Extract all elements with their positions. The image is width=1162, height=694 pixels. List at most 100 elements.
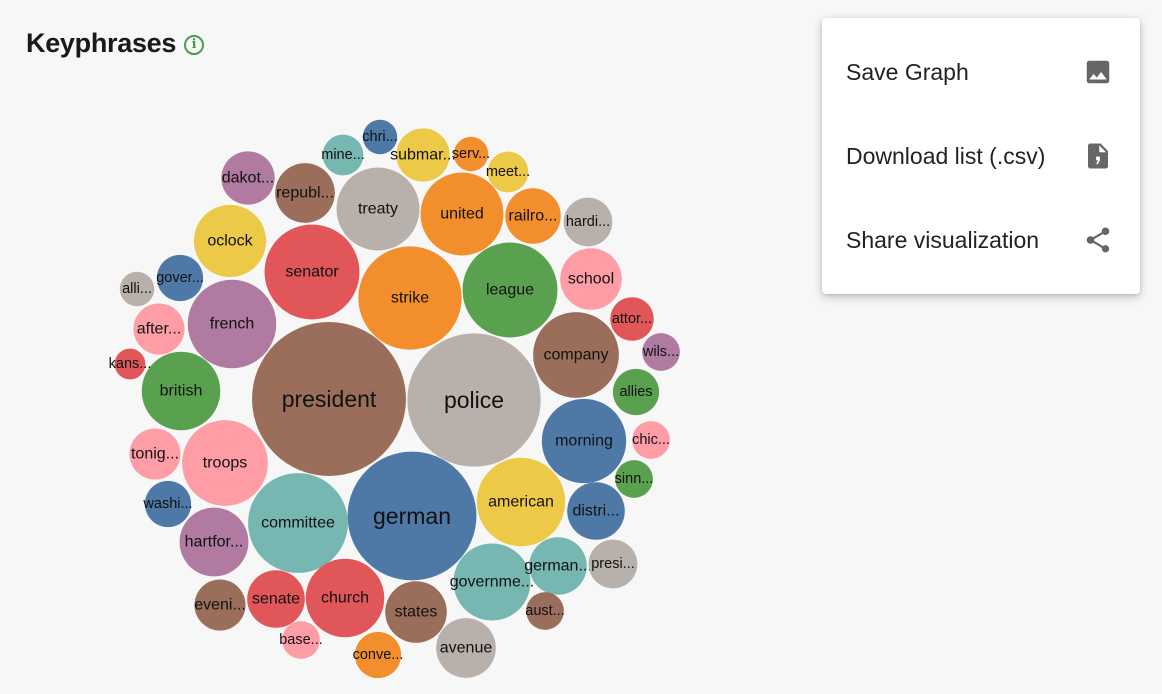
bubble-27-label: submar... <box>390 147 456 164</box>
bubble-18[interactable] <box>179 507 249 577</box>
bubble-36[interactable] <box>156 254 204 302</box>
bubble-33[interactable] <box>144 480 192 528</box>
bubble-23[interactable] <box>560 248 622 310</box>
share-visualization-label: Share visualization <box>846 226 1040 253</box>
bubble-31[interactable] <box>588 539 638 589</box>
bubble-44-label: sinn... <box>615 471 654 487</box>
bubble-15-label: treaty <box>358 201 398 218</box>
bubble-9-label: church <box>321 590 369 607</box>
bubble-17-label: oclock <box>207 233 253 250</box>
chart-title-area: Keyphrases i <box>26 28 205 59</box>
bubble-40[interactable] <box>322 134 364 176</box>
bubble-49[interactable] <box>453 136 489 172</box>
bubble-43[interactable] <box>632 421 670 459</box>
bubble-20[interactable] <box>436 618 496 678</box>
bubble-5-label: senator <box>285 264 339 281</box>
bubble-40-label: mine... <box>321 147 365 163</box>
bubble-chart: president police german strike league senator… <box>109 119 680 679</box>
bubble-13-label: morning <box>555 433 613 450</box>
bubble-37-label: conve... <box>353 647 404 663</box>
bubble-22[interactable] <box>275 163 335 223</box>
bubble-45-label: base... <box>279 632 323 648</box>
bubble-0-label: president <box>282 386 377 412</box>
bubble-15[interactable] <box>336 167 420 251</box>
bubble-44[interactable] <box>615 460 653 498</box>
download-csv-menu-item[interactable]: Download list (.csv) <box>822 114 1140 198</box>
bubble-11-label: united <box>440 206 484 223</box>
bubble-4[interactable] <box>462 242 558 338</box>
bubble-39-label: aust... <box>525 603 565 619</box>
bubble-19-label: states <box>395 604 438 621</box>
bubble-7[interactable] <box>248 473 348 573</box>
bubble-8-label: american <box>488 494 554 511</box>
bubble-8[interactable] <box>476 457 566 547</box>
bubble-21[interactable] <box>247 570 305 628</box>
bubble-30-label: allies <box>619 384 652 400</box>
bubble-32-label: eveni... <box>194 597 246 614</box>
export-menu: Save Graph Download list (.csv) Share vi… <box>822 18 1140 294</box>
bubble-13[interactable] <box>541 398 627 484</box>
bubble-47[interactable] <box>114 348 146 380</box>
info-icon[interactable]: i <box>184 34 205 55</box>
bubble-25[interactable] <box>529 537 587 595</box>
bubble-35[interactable] <box>133 303 185 355</box>
bubble-7-label: committee <box>261 515 335 532</box>
bubble-41-label: meet... <box>486 164 530 180</box>
bubble-42-label: wils... <box>642 344 679 360</box>
bubble-31-label: presi... <box>591 556 635 572</box>
bubble-3-label: strike <box>391 290 429 307</box>
bubble-12[interactable] <box>533 312 619 398</box>
bubble-9[interactable] <box>305 558 385 638</box>
page-title: Keyphrases <box>26 28 177 58</box>
bubble-5[interactable] <box>264 224 360 320</box>
save-graph-menu-item[interactable]: Save Graph <box>822 30 1140 114</box>
bubble-26-label: dakot... <box>222 170 274 187</box>
bubble-24[interactable] <box>567 482 625 540</box>
bubble-24-label: distri... <box>572 503 619 520</box>
bubble-6-label: french <box>210 316 254 333</box>
bubble-26[interactable] <box>221 151 275 205</box>
bubble-1[interactable] <box>407 333 541 467</box>
bubble-45[interactable] <box>282 621 320 659</box>
bubble-48[interactable] <box>362 119 398 155</box>
bubble-27[interactable] <box>396 128 450 182</box>
bubble-39[interactable] <box>526 592 564 630</box>
bubble-0[interactable] <box>252 322 406 476</box>
bubble-34[interactable] <box>129 428 181 480</box>
bubble-28-label: railro... <box>509 208 558 225</box>
save-graph-label: Save Graph <box>846 58 969 85</box>
bubble-11[interactable] <box>420 172 504 256</box>
bubble-37[interactable] <box>354 631 402 679</box>
bubble-19[interactable] <box>385 581 447 643</box>
bubble-1-label: police <box>444 387 504 413</box>
bubble-4-label: league <box>486 282 534 299</box>
bubble-25-label: german... <box>524 558 592 575</box>
bubble-17[interactable] <box>193 204 267 278</box>
bubble-41[interactable] <box>487 151 529 193</box>
bubble-10[interactable] <box>182 420 268 506</box>
bubble-12-label: company <box>544 347 609 364</box>
bubble-32[interactable] <box>194 579 246 631</box>
share-visualization-menu-item[interactable]: Share visualization <box>822 198 1140 282</box>
bubble-2-label: german <box>373 503 451 529</box>
bubble-10-label: troops <box>203 455 247 472</box>
bubble-3[interactable] <box>358 246 462 350</box>
bubble-46[interactable] <box>119 271 155 307</box>
image-icon <box>1082 56 1114 88</box>
bubble-18-label: hartfor... <box>185 534 244 551</box>
bubble-6[interactable] <box>187 279 277 369</box>
bubble-47-label: kans... <box>109 356 152 372</box>
bubble-30[interactable] <box>612 368 660 416</box>
bubble-16[interactable] <box>141 351 221 431</box>
bubble-35-label: after... <box>137 321 181 338</box>
bubble-22-label: republ... <box>276 185 334 202</box>
bubble-38[interactable] <box>610 297 654 341</box>
download-csv-label: Download list (.csv) <box>846 142 1046 169</box>
bubble-2[interactable] <box>347 451 477 581</box>
bubble-28[interactable] <box>505 188 561 244</box>
bubble-29[interactable] <box>563 197 613 247</box>
bubble-42[interactable] <box>642 333 680 371</box>
bubble-14[interactable] <box>453 543 531 621</box>
bubble-29-label: hardi... <box>566 214 610 230</box>
bubble-16-label: british <box>160 383 203 400</box>
